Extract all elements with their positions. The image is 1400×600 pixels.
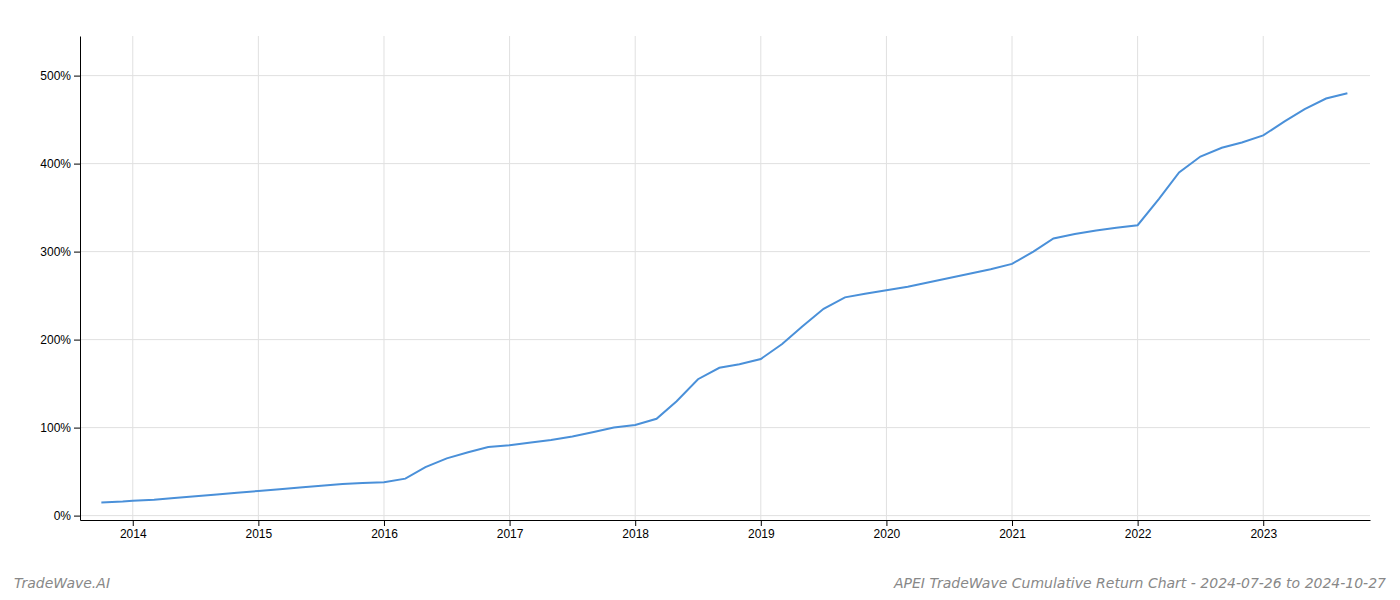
y-tick: 0%: [54, 509, 80, 523]
x-tick-mark: [1012, 520, 1013, 526]
y-grid-line: [80, 75, 1370, 76]
y-grid-line: [80, 515, 1370, 516]
x-tick-mark: [510, 520, 511, 526]
x-grid-line: [509, 36, 510, 520]
x-tick-mark: [886, 520, 887, 526]
x-axis-line: [81, 520, 1371, 521]
x-grid-line: [258, 36, 259, 520]
y-tick-mark: [74, 340, 80, 341]
x-tick: 2021: [999, 520, 1026, 541]
y-tick-mark: [74, 164, 80, 165]
x-tick-label: 2015: [246, 527, 273, 541]
x-grid-line: [1137, 36, 1138, 520]
plot-area: 2014 2015 2016 2017 2018 2019 2020 2021 2022 2023…: [40, 36, 1370, 541]
y-tick-label: 500%: [40, 69, 71, 83]
x-grid-line: [132, 36, 133, 520]
y-tick-label: 200%: [40, 333, 71, 347]
x-grid-line: [1263, 36, 1264, 520]
x-tick: 2018: [622, 520, 649, 541]
x-tick: 2019: [748, 520, 775, 541]
marks: [101, 93, 1347, 502]
y-axis-line: [80, 37, 81, 521]
x-tick-mark: [635, 520, 636, 526]
x-tick: 2014: [120, 520, 147, 541]
y-tick: 400%: [40, 157, 80, 171]
x-tick-mark: [133, 520, 134, 526]
x-tick-label: 2023: [1250, 527, 1277, 541]
y-tick-label: 400%: [40, 157, 71, 171]
y-tick: 500%: [40, 69, 80, 83]
x-tick-mark: [1138, 520, 1139, 526]
watermark: TradeWave.AI: [14, 575, 110, 591]
x-tick-mark: [1263, 520, 1264, 526]
y-tick-mark: [74, 252, 80, 253]
x-tick-label: 2014: [120, 527, 147, 541]
x-tick-label: 2017: [497, 527, 524, 541]
y-grid-line: [80, 251, 1370, 252]
x-tick-mark: [384, 520, 385, 526]
x-tick: 2016: [371, 520, 398, 541]
x-tick-label: 2019: [748, 527, 775, 541]
y-tick-label: 0%: [54, 509, 72, 523]
x-tick-mark: [761, 520, 762, 526]
chart: 2014 2015 2016 2017 2018 2019 2020 2021 2022 2023…: [0, 0, 1400, 600]
title: APEI TradeWave Cumulative Return Chart -…: [893, 575, 1386, 591]
y-grid-line: [80, 163, 1370, 164]
x-grid-line: [635, 36, 636, 520]
y-axis: 0% 100% 200% 300% 400% 500%: [40, 37, 80, 523]
y-grid-line: [80, 427, 1370, 428]
y-tick: 100%: [40, 421, 80, 435]
grid: [80, 36, 1370, 520]
x-grid-line: [1012, 36, 1013, 520]
x-tick: 2022: [1125, 520, 1152, 541]
x-tick: 2015: [246, 520, 273, 541]
y-tick-mark: [74, 76, 80, 77]
x-grid-line: [760, 36, 761, 520]
y-grid-line: [80, 339, 1370, 340]
x-grid-line: [886, 36, 887, 520]
x-tick: 2020: [874, 520, 901, 541]
y-tick-mark: [74, 428, 80, 429]
x-grid-line: [383, 36, 384, 520]
x-tick-mark: [258, 520, 259, 526]
x-tick-label: 2018: [622, 527, 649, 541]
y-tick: 200%: [40, 333, 80, 347]
x-tick-label: 2020: [874, 527, 901, 541]
y-tick-label: 100%: [40, 421, 71, 435]
y-tick: 300%: [40, 245, 80, 259]
x-tick-label: 2016: [371, 527, 398, 541]
x-axis: 2014 2015 2016 2017 2018 2019 2020 2021 2022 2023: [81, 520, 1371, 541]
y-tick-label: 300%: [40, 245, 71, 259]
line: [101, 93, 1347, 502]
y-tick-mark: [74, 516, 80, 517]
x-tick: 2017: [497, 520, 524, 541]
x-tick-label: 2022: [1125, 527, 1152, 541]
x-tick-label: 2021: [999, 527, 1026, 541]
x-tick: 2023: [1250, 520, 1277, 541]
